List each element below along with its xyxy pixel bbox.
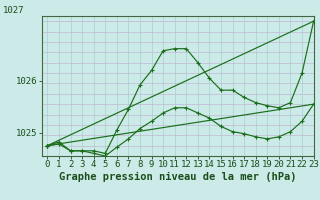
X-axis label: Graphe pression niveau de la mer (hPa): Graphe pression niveau de la mer (hPa) xyxy=(59,172,296,182)
Text: 1027: 1027 xyxy=(3,6,24,15)
